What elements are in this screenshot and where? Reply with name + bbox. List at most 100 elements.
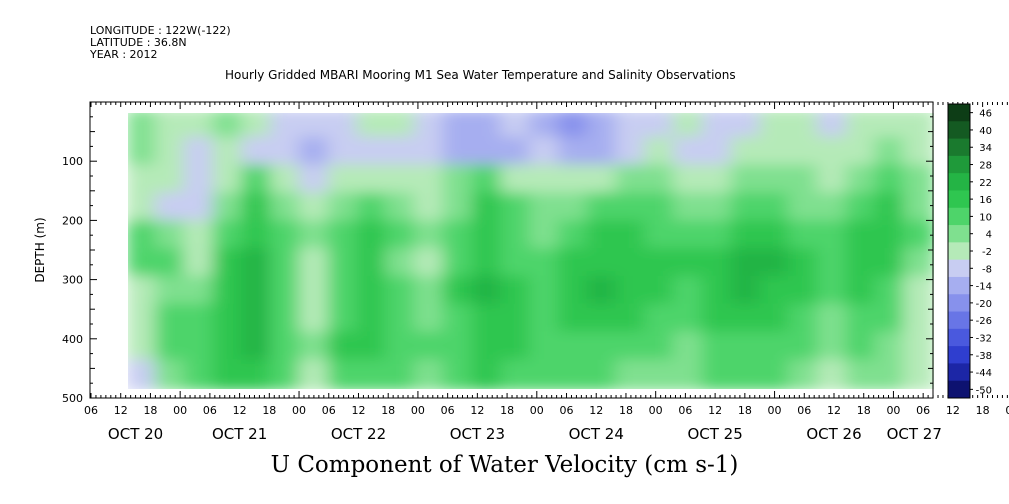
colorbar-swatch <box>948 155 970 174</box>
heatmap-cell <box>385 275 418 308</box>
heatmap-cell <box>327 303 361 336</box>
heatmap-cell <box>471 220 505 252</box>
heatmap-cell <box>759 136 793 169</box>
heatmap-cell <box>500 164 533 197</box>
heatmap-cell <box>471 275 505 308</box>
colorbar-swatch <box>948 328 970 347</box>
x-date-label: OCT 23 <box>450 425 505 443</box>
heatmap-cell <box>327 248 361 280</box>
heatmap-cell <box>845 275 879 308</box>
heatmap-cell <box>241 220 274 252</box>
heatmap-cell <box>557 220 591 252</box>
heatmap-cell <box>730 220 764 252</box>
heatmap-cell <box>759 220 793 252</box>
colorbar-swatch <box>948 311 970 330</box>
colorbar-swatch <box>948 259 970 278</box>
heatmap-cell <box>471 192 505 225</box>
heatmap-cell <box>269 275 303 308</box>
heatmap-cell <box>128 192 159 225</box>
heatmap-cell <box>356 275 390 308</box>
heatmap-cell <box>788 275 821 308</box>
heatmap-cell <box>385 248 418 280</box>
heatmap-cell <box>615 303 649 336</box>
heatmap-cell <box>816 136 850 169</box>
heatmap-cell <box>701 248 735 280</box>
heatmap-cell <box>759 192 793 225</box>
heatmap-cell <box>356 303 390 336</box>
heatmap-cell <box>644 331 677 364</box>
heatmap-cells <box>128 113 934 389</box>
heatmap-cell <box>701 359 735 389</box>
heatmap-cell <box>529 113 562 141</box>
heatmap-cell <box>212 359 246 389</box>
y-tick-label: 300 <box>62 274 83 287</box>
heatmap-cell <box>529 220 562 252</box>
heatmap-cell <box>154 303 188 336</box>
x-tick-label: 12 <box>708 404 722 417</box>
heatmap-cell <box>298 359 332 389</box>
heatmap-cell <box>413 136 447 169</box>
y-tick-label: 200 <box>62 214 83 227</box>
heatmap-cell <box>730 136 764 169</box>
x-tick-label: 06 <box>797 404 811 417</box>
heatmap-cell <box>788 220 821 252</box>
heatmap-cell <box>529 331 562 364</box>
heatmap-cell <box>212 164 246 197</box>
heatmap-cell <box>759 359 793 389</box>
x-tick-label: 12 <box>946 404 960 417</box>
heatmap-cell <box>874 113 908 141</box>
heatmap-cell <box>615 136 649 169</box>
heatmap-cell <box>816 113 850 141</box>
heatmap-cell <box>586 331 620 364</box>
colorbar-label: -44 <box>976 368 992 379</box>
heatmap-cell <box>269 136 303 169</box>
heatmap-cell <box>615 192 649 225</box>
heatmap-cell <box>327 192 361 225</box>
heatmap-cell <box>672 136 706 169</box>
heatmap-cell <box>154 275 188 308</box>
heatmap-cell <box>413 248 447 280</box>
heatmap-cell <box>586 136 620 169</box>
x-tick-label: 06 <box>678 404 692 417</box>
heatmap-cell <box>730 359 764 389</box>
heatmap-cell <box>241 136 274 169</box>
heatmap-cell <box>586 192 620 225</box>
heatmap-cell <box>356 220 390 252</box>
heatmap-cell <box>500 275 533 308</box>
heatmap-cell <box>672 331 706 364</box>
x-tick-label: 18 <box>143 404 157 417</box>
heatmap-cell <box>183 220 217 252</box>
heatmap-cell <box>903 275 934 308</box>
heatmap-cell <box>845 303 879 336</box>
colorbar-swatch <box>948 363 970 382</box>
heatmap-cell <box>298 303 332 336</box>
heatmap-cell <box>701 136 735 169</box>
heatmap-cell <box>903 359 934 389</box>
heatmap-cell <box>327 136 361 169</box>
colorbar-label: 46 <box>979 109 992 120</box>
heatmap-cell <box>557 275 591 308</box>
heatmap-cell <box>385 113 418 141</box>
heatmap-cell <box>845 113 879 141</box>
heatmap-cell <box>874 359 908 389</box>
heatmap-cell <box>586 220 620 252</box>
heatmap-cell <box>788 113 821 141</box>
colorbar-label: -20 <box>976 299 992 310</box>
heatmap-cell <box>557 164 591 197</box>
heatmap-cell <box>730 248 764 280</box>
heatmap-cell <box>816 164 850 197</box>
heatmap-cell <box>788 136 821 169</box>
heatmap-cell <box>644 248 677 280</box>
x-tick-label: 06 <box>203 404 217 417</box>
heatmap-cell <box>615 113 649 141</box>
x-tick-label: 12 <box>114 404 128 417</box>
heatmap-cell <box>672 275 706 308</box>
heatmap-cell <box>874 192 908 225</box>
heatmap-cell <box>269 164 303 197</box>
colorbar-swatch <box>948 138 970 157</box>
heatmap-cell <box>212 275 246 308</box>
heatmap-cell <box>413 331 447 364</box>
heatmap-cell <box>128 331 159 364</box>
heatmap-cell <box>128 275 159 308</box>
